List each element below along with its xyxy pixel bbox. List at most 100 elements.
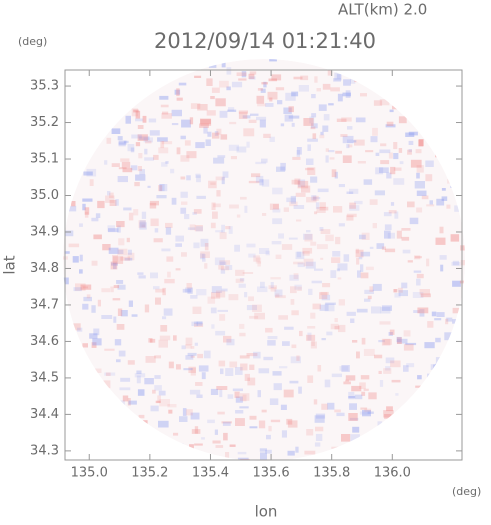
radar-speckle [117, 136, 123, 141]
radar-speckle [212, 440, 221, 444]
radar-speckle [237, 457, 249, 461]
radar-speckle [379, 321, 391, 325]
radar-speckle [388, 210, 397, 214]
radar-speckle [320, 291, 329, 296]
radar-speckle [369, 199, 378, 205]
radar-speckle [288, 115, 300, 119]
radar-speckle [379, 149, 391, 154]
radar-speckle [426, 204, 435, 207]
radar-speckle [128, 212, 134, 221]
radar-speckle [358, 256, 363, 260]
radar-speckle [313, 399, 318, 405]
radar-speckle [349, 205, 360, 211]
radar-speckle [187, 352, 197, 356]
radar-speckle [340, 134, 348, 137]
radar-speckle [192, 212, 197, 215]
radar-speckle [70, 323, 81, 331]
radar-speckle [380, 307, 391, 314]
radar-speckle [359, 382, 366, 389]
radar-speckle [158, 147, 169, 154]
radar-speckle [307, 144, 311, 151]
radar-speckle [390, 202, 395, 206]
radar-speckle [254, 312, 265, 320]
radar-speckle [393, 167, 402, 171]
radar-speckle [247, 377, 256, 386]
radar-speckle [256, 95, 265, 104]
radar-speckle [194, 225, 203, 232]
radar-speckle [387, 232, 395, 239]
radar-speckle [190, 103, 201, 109]
radar-speckle [316, 207, 326, 213]
radar-speckle [240, 393, 250, 401]
radar-speckle [155, 297, 161, 305]
radar-speckle [116, 221, 125, 228]
radar-speckle [250, 113, 259, 116]
radar-speckle [319, 134, 325, 139]
radar-speckle [388, 152, 393, 159]
radar-speckle [222, 421, 231, 426]
y-unit: (deg) [18, 35, 47, 48]
radar-speckle [417, 307, 429, 314]
radar-speckle [303, 258, 314, 267]
radar-speckle [251, 173, 261, 178]
radar-speckle [242, 394, 247, 402]
radar-speckle [252, 304, 262, 312]
radar-speckle [121, 161, 131, 168]
radar-speckle [310, 241, 317, 246]
radar-speckle [399, 161, 404, 165]
radar-speckle [83, 171, 93, 176]
radar-speckle [377, 421, 383, 427]
radar-speckle [307, 326, 316, 329]
radar-speckle [367, 411, 374, 414]
radar-speckle [283, 389, 294, 398]
radar-speckle [216, 128, 222, 135]
radar-speckle [120, 158, 130, 162]
radar-speckle [214, 131, 219, 136]
radar-speckle [309, 116, 315, 124]
y-tick-label: 34.3 [30, 443, 59, 458]
radar-speckle [307, 375, 314, 383]
radar-speckle [261, 179, 270, 187]
radar-speckle [162, 316, 167, 320]
radar-speckle [421, 195, 429, 200]
radar-speckle [463, 219, 465, 225]
radar-speckle [194, 75, 202, 78]
radar-speckle [385, 366, 391, 371]
radar-speckle [144, 304, 150, 313]
radar-speckle [306, 230, 311, 233]
radar-speckle [420, 293, 431, 298]
radar-speckle [187, 227, 196, 230]
radar-speckle [108, 247, 119, 254]
radar-speckle [147, 185, 151, 188]
radar-speckle [91, 217, 99, 222]
radar-speckle [249, 315, 259, 319]
radar-speckle [244, 205, 248, 213]
radar-speckle [238, 283, 246, 288]
radar-speckle [337, 93, 343, 102]
radar-speckle [95, 213, 101, 218]
radar-speckle [82, 303, 89, 310]
y-tick-label: 35.2 [30, 115, 59, 130]
radar-speckle [171, 123, 179, 126]
radar-speckle [150, 272, 158, 279]
radar-speckle [117, 176, 128, 183]
radar-speckle [125, 115, 131, 124]
radar-speckle [173, 432, 179, 436]
radar-speckle [186, 175, 191, 181]
radar-speckle [280, 123, 285, 127]
radar-speckle [343, 79, 351, 86]
radar-speckle [161, 248, 171, 252]
radar-speckle [180, 155, 190, 162]
radar-speckle [291, 122, 295, 127]
y-tick-label: 34.9 [30, 224, 59, 239]
radar-speckle [155, 288, 165, 293]
radar-speckle [427, 321, 434, 328]
radar-speckle [378, 340, 385, 343]
radar-speckle [270, 282, 274, 288]
radar-speckle [71, 201, 76, 207]
y-tick-label: 35.1 [30, 152, 59, 167]
radar-speckle [396, 338, 408, 344]
radar-speckle [424, 342, 435, 349]
radar-speckle [221, 224, 225, 233]
radar-speckle [115, 199, 119, 206]
